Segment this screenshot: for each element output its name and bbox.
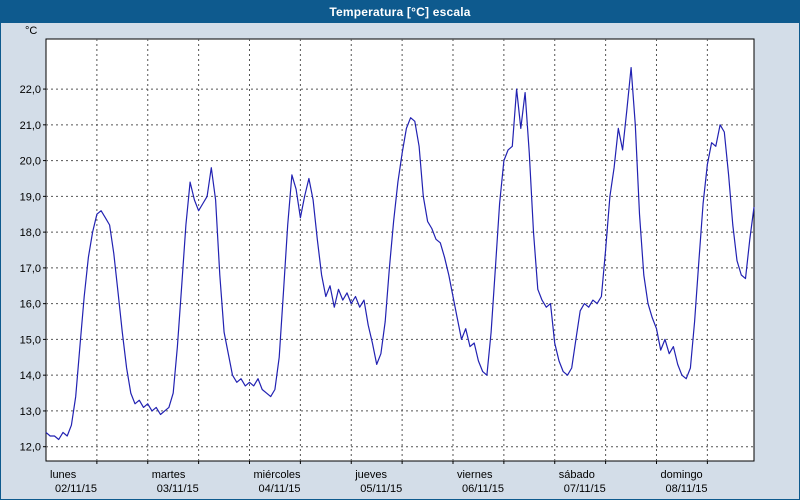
svg-text:jueves: jueves <box>354 469 387 481</box>
svg-text:14,0: 14,0 <box>20 370 41 382</box>
svg-text:06/11/15: 06/11/15 <box>462 483 504 495</box>
svg-text:domingo: domingo <box>660 469 702 481</box>
svg-text:19,0: 19,0 <box>20 191 41 203</box>
svg-text:17,0: 17,0 <box>20 263 41 275</box>
svg-text:18,0: 18,0 <box>20 227 41 239</box>
svg-text:lunes: lunes <box>50 469 77 481</box>
y-gridlines-and-labels: 12,0 13,0 14,0 15,0 16,0 17,0 18,0 19,0 20,0 21,0… <box>20 84 754 454</box>
svg-text:12,0: 12,0 <box>20 442 41 454</box>
plot-background <box>45 38 755 462</box>
svg-text:15,0: 15,0 <box>20 334 41 346</box>
svg-text:08/11/15: 08/11/15 <box>665 483 707 495</box>
svg-text:20,0: 20,0 <box>20 156 41 168</box>
svg-text:03/11/15: 03/11/15 <box>157 483 199 495</box>
svg-text:22,0: 22,0 <box>20 84 41 96</box>
temperature-line-chart: 12,0 13,0 14,0 15,0 16,0 17,0 18,0 19,0 20,0 21,0… <box>20 25 755 495</box>
svg-text:martes: martes <box>152 469 186 481</box>
y-axis-unit-label: °C <box>25 25 37 37</box>
svg-text:miércoles: miércoles <box>253 469 301 481</box>
x-gridlines <box>96 39 708 464</box>
chart-area: 12,0 13,0 14,0 15,0 16,0 17,0 18,0 19,0 20,0 21,0… <box>1 23 799 499</box>
svg-text:13,0: 13,0 <box>20 406 41 418</box>
svg-text:sábado: sábado <box>559 469 595 481</box>
svg-text:05/11/15: 05/11/15 <box>360 483 402 495</box>
svg-text:viernes: viernes <box>457 469 493 481</box>
svg-text:07/11/15: 07/11/15 <box>564 483 606 495</box>
svg-text:02/11/15: 02/11/15 <box>55 483 97 495</box>
svg-text:04/11/15: 04/11/15 <box>258 483 300 495</box>
window-title: Temperatura [°C] escala <box>329 5 471 19</box>
svg-text:16,0: 16,0 <box>20 299 41 311</box>
x-axis-day-labels: lunes 02/11/15 martes 03/11/15 miércoles 04/1… <box>50 469 708 495</box>
temperature-series-line <box>45 66 755 441</box>
title-bar: Temperatura [°C] escala <box>1 1 799 23</box>
svg-text:21,0: 21,0 <box>20 120 41 132</box>
